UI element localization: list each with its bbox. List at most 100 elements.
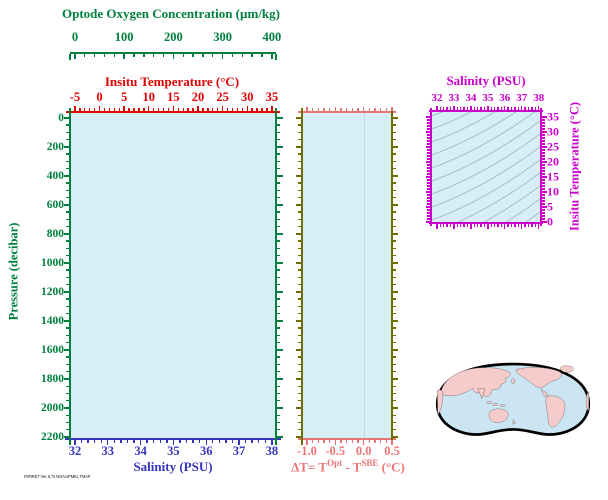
- ts-temperature-tick-label: 35: [547, 109, 559, 124]
- delta-right-minor-tick: [393, 298, 396, 300]
- isopycnal-contour-line: [432, 112, 517, 156]
- main-right-border-line: [275, 108, 277, 445]
- ts-y-right-tick: [542, 221, 547, 223]
- delta-left-minor-tick: [298, 138, 301, 141]
- delta-left-tick: [296, 407, 301, 409]
- ts-salinity-tick-label: 34: [465, 92, 477, 104]
- delta-right-minor-tick: [393, 211, 396, 213]
- main-right-tick: [277, 349, 283, 351]
- main-right-minor-tick: [277, 392, 280, 395]
- temperature-axis-minor-tick: [187, 108, 189, 111]
- main-right-tick: [277, 204, 283, 206]
- delta-left-minor-tick: [298, 363, 301, 366]
- delta-left-minor-tick: [298, 392, 301, 395]
- pressure-axis-minor-tick: [66, 392, 69, 395]
- temperature-axis-title: Insitu Temperature (°C): [104, 74, 240, 89]
- ts-x-minor-tick: [531, 107, 533, 110]
- pressure-axis-minor-tick: [66, 153, 69, 155]
- ts-x-bottom-minor-tick: [527, 224, 530, 227]
- pressure-axis-tick: [63, 349, 69, 351]
- pressure-axis-tick: [63, 320, 69, 322]
- delta-left-tick: [296, 436, 301, 438]
- delta-left-tick: [296, 233, 301, 235]
- ts-x-minor-tick: [476, 107, 479, 110]
- pressure-axis-title: Pressure (decibar): [6, 222, 21, 321]
- oxygen-axis-minor-tick: [261, 53, 263, 57]
- main-right-tick: [277, 233, 283, 235]
- delta-right-tick: [393, 233, 398, 235]
- delta-left-minor-tick: [298, 247, 301, 250]
- oxygen-tick-label: 100: [114, 30, 134, 44]
- ts-y-minor-tick: [427, 212, 430, 214]
- ts-y-tick: [425, 131, 430, 133]
- ts-x-bottom-minor-tick: [514, 224, 516, 227]
- delta-right-minor-tick: [393, 153, 396, 155]
- isopycnal-contour-line: [432, 159, 540, 221]
- salinity-axis-minor-tick: [126, 440, 129, 443]
- delta-left-minor-tick: [298, 421, 301, 424]
- pressure-axis-tick: [63, 233, 69, 235]
- delta-right-minor-tick: [393, 400, 396, 402]
- ts-y-minor-tick: [427, 194, 430, 196]
- main-right-minor-tick: [277, 327, 280, 329]
- delta-right-minor-tick: [393, 356, 396, 358]
- delta-top-minor-tick: [379, 108, 382, 111]
- pressure-axis-minor-tick: [66, 414, 69, 416]
- ts-x-bottom-minor-tick: [510, 224, 513, 227]
- temperature-tick-label: 30: [241, 90, 254, 104]
- ts-y-tick: [425, 176, 430, 178]
- ts-y-minor-tick: [427, 185, 430, 187]
- ts-y-right-minor-tick: [542, 149, 545, 151]
- salinity-axis-minor-tick: [120, 440, 122, 443]
- ts-y-minor-tick: [427, 143, 430, 145]
- salinity-axis-title: Salinity (PSU): [133, 459, 213, 474]
- oxygen-axis-minor-tick: [133, 53, 135, 57]
- salinity-axis-minor-tick: [212, 440, 214, 443]
- delta-bottom-minor-tick: [368, 440, 370, 443]
- delta-top-minor-tick: [345, 108, 348, 111]
- delta-left-minor-tick: [298, 356, 301, 358]
- delta-right-minor-tick: [393, 283, 396, 286]
- ts-y-minor-tick: [427, 179, 430, 181]
- oxygen-axis-end-tick: [69, 53, 71, 60]
- delta-left-minor-tick: [298, 327, 301, 329]
- isopycnal-contour-line: [525, 211, 540, 222]
- salinity-axis-tick: [271, 440, 273, 445]
- pressure-axis-tick: [63, 407, 69, 409]
- pressure-axis-minor-tick: [66, 400, 69, 402]
- delta-right-minor-tick: [393, 160, 396, 163]
- delta-t-tick-label: -0.5: [325, 444, 346, 458]
- temperature-tick-label: 10: [142, 90, 156, 104]
- ts-diagram-panel: [432, 112, 540, 222]
- pressure-axis-minor-tick: [66, 327, 69, 329]
- temperature-axis-minor-tick: [231, 108, 234, 111]
- salinity-axis-minor-tick: [192, 440, 194, 443]
- pressure-tick-label: 800: [46, 227, 64, 240]
- ts-left-border-line: [430, 108, 432, 226]
- ts-y-right-tick: [542, 131, 547, 133]
- delta-bottom-tick: [334, 440, 336, 445]
- ts-x-bottom-minor-tick: [534, 224, 536, 227]
- ts-y-tick: [425, 206, 430, 208]
- delta-right-tick: [393, 291, 398, 293]
- delta-right-tick: [393, 262, 398, 264]
- temperature-axis-minor-tick: [103, 108, 106, 111]
- oxygen-axis-tick: [221, 53, 224, 59]
- ts-y-right-tick: [542, 206, 547, 208]
- ts-x-tick: [453, 105, 455, 110]
- ts-y-minor-tick: [427, 164, 430, 166]
- ts-x-minor-tick: [449, 107, 452, 110]
- delta-left-minor-tick: [298, 400, 301, 402]
- ts-temperature-axis-title: Insitu Temperature (°C): [567, 101, 582, 232]
- temperature-axis-tick: [172, 106, 175, 111]
- delta-right-minor-tick: [393, 392, 396, 395]
- ts-x-tick: [538, 105, 540, 110]
- temperature-axis-minor-tick: [157, 108, 160, 111]
- main-right-tick: [277, 378, 283, 380]
- delta-top-minor-tick: [374, 108, 376, 111]
- ts-y-minor-tick: [427, 128, 430, 130]
- salinity-axis-minor-tick: [87, 440, 89, 443]
- ts-y-minor-tick: [427, 188, 430, 190]
- ts-x-bottom-minor-tick: [490, 224, 492, 227]
- pressure-axis-line: [69, 108, 71, 445]
